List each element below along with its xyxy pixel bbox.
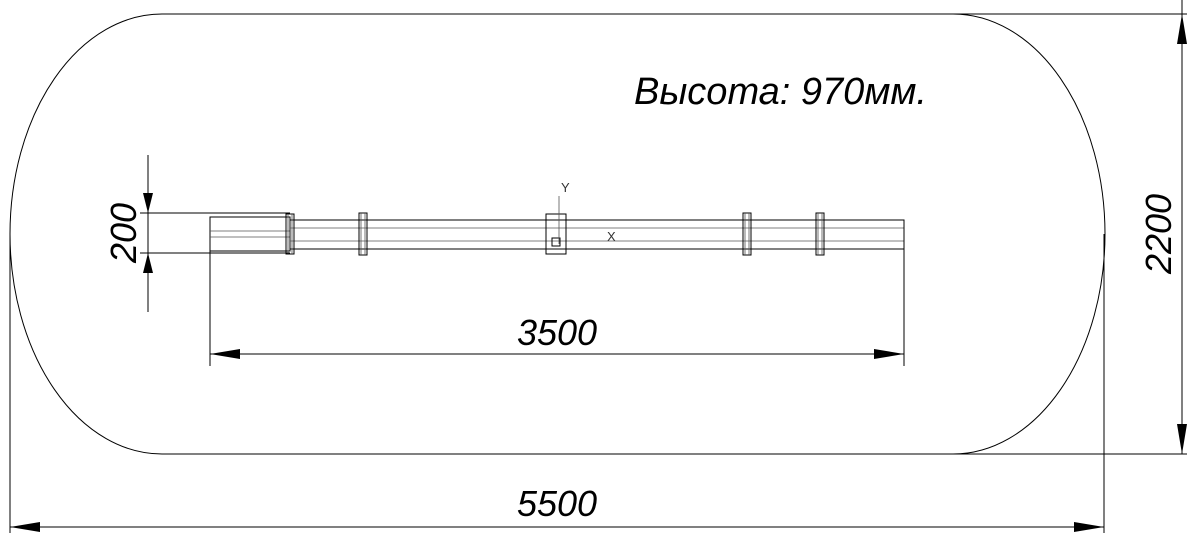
dimension-overall-length: 5500 [9, 234, 1105, 533]
dimension-beam-length: 3500 [209, 249, 905, 366]
axis-label-x: X [607, 229, 616, 244]
beam-end-left [209, 216, 291, 252]
dimension-overall-width: 2200 [953, 0, 1187, 455]
axis-marker: Y X [558, 180, 616, 244]
beam-clamp-4 [815, 212, 825, 256]
svg-text:X: X [607, 229, 616, 244]
beam-clamp-1 [285, 213, 295, 255]
center-support-plate [545, 213, 567, 255]
dimension-beam-length-label: 3500 [517, 312, 597, 353]
dimension-overall-length-label: 5500 [517, 483, 597, 524]
beam-body [289, 219, 905, 250]
axis-label-y: Y [561, 180, 570, 195]
dimension-beam-width-label: 200 [103, 203, 144, 264]
dimension-overall-width-label: 2200 [1138, 194, 1179, 275]
dimension-beam-width: 200 [103, 155, 290, 312]
beam-top-view [209, 212, 905, 256]
height-note: Высота: 970мм. [634, 71, 927, 113]
beam-clamp-2 [358, 212, 368, 256]
safety-zone-outline [9, 13, 1106, 455]
beam-clamp-3 [742, 212, 752, 256]
